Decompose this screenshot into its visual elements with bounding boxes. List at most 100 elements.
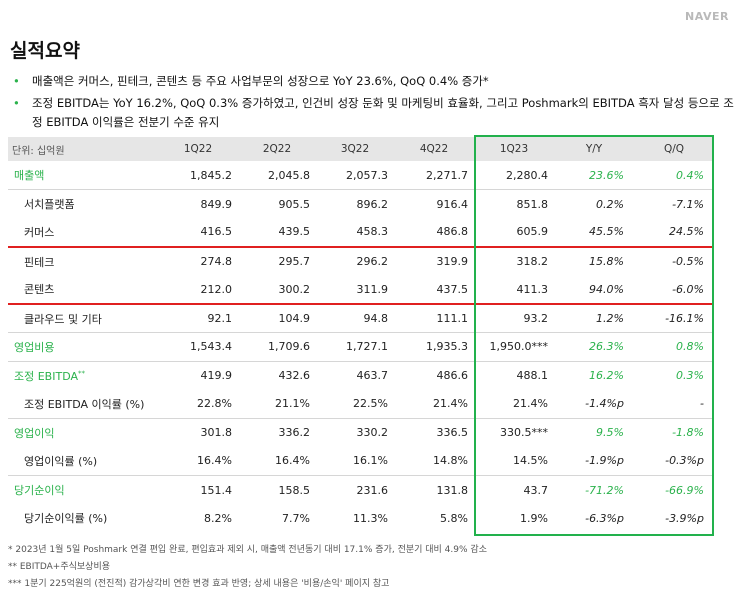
bullet-text: 매출액은 커머스, 핀테크, 콘텐츠 등 주요 사업부문의 성장으로 YoY 2… — [32, 74, 489, 88]
value-cell: 274.8 — [200, 255, 233, 269]
bullet-dot-icon: • — [13, 74, 20, 88]
value-cell: 43.7 — [523, 483, 549, 497]
value-cell: 2,057.3 — [316, 161, 394, 191]
table-row: 조정 EBITDA 이익률 (%) 22.8% 21.1% 22.5% 21.4% 21.… — [8, 389, 714, 419]
table-header-row: 단위: 십억원 1Q22 2Q22 3Q22 4Q22 1Q23 Y/Y Q/Q — [8, 137, 714, 161]
yoy-cell: 16.2% — [589, 369, 624, 383]
value-cell: 849.9 — [200, 197, 233, 211]
value-cell: 301.8 — [200, 426, 233, 440]
value-cell: 905.5 — [278, 197, 311, 211]
unit-label: 단위: 십억원 — [8, 137, 158, 161]
qoq-cell: -0.5% — [672, 255, 704, 269]
value-cell: 330.5*** — [500, 426, 548, 440]
value-cell: 851.8 — [516, 197, 549, 211]
qoq-cell: 24.5% — [634, 218, 714, 248]
value-cell: 605.9 — [474, 218, 554, 248]
value-cell: 1,935.3 — [394, 332, 474, 362]
footnote-marker: ** — [78, 369, 85, 378]
yoy-cell: 1.2% — [554, 303, 634, 334]
value-cell: 93.2 — [474, 303, 554, 334]
value-cell: 158.5 — [278, 483, 311, 497]
table-row: 당기순이익 151.4 158.5 231.6 131.8 43.7 -71.2% -66.9… — [8, 476, 714, 505]
value-cell: 1,727.1 — [316, 332, 394, 362]
yoy-cell: -1.9%p — [554, 446, 634, 477]
yoy-cell: 26.3% — [554, 332, 634, 362]
table-row: 조정 EBITDA** 419.9 432.6 463.7 486.6 488.1 16.2… — [8, 361, 714, 390]
table-row: 커머스 416.5 439.5 458.3 486.8 605.9 45.5% 24.5% — [8, 218, 714, 248]
qoq-cell: -0.3%p — [634, 446, 714, 477]
results-table-wrapper: 단위: 십억원 1Q22 2Q22 3Q22 4Q22 1Q23 Y/Y Q/Q… — [8, 137, 714, 533]
value-cell: 22.5% — [316, 389, 394, 419]
row-label: 영업이익 — [14, 426, 55, 440]
row-label: 핀테크 — [24, 255, 55, 269]
footnote: * 2023년 1월 5일 Poshmark 연결 편입 완료, 편입효과 제외… — [8, 545, 487, 555]
table-row: 매출액 1,845.2 2,045.8 2,057.3 2,271.7 2,280.4 23… — [8, 161, 714, 191]
value-cell: 896.2 — [356, 197, 389, 211]
yoy-cell: -71.2% — [585, 483, 624, 497]
yoy-cell: 94.0% — [554, 275, 634, 305]
value-cell: 22.8% — [158, 389, 238, 419]
qoq-cell: -16.1% — [634, 303, 714, 334]
bullet-item: • 매출액은 커머스, 핀테크, 콘텐츠 등 주요 사업부문의 성장으로 YoY… — [10, 72, 735, 91]
value-cell: 151.4 — [200, 483, 233, 497]
value-cell: 21.1% — [238, 389, 316, 419]
bullet-dot-icon: • — [13, 96, 20, 110]
value-cell: 21.4% — [394, 389, 474, 419]
row-label: 조정 EBITDA** — [14, 369, 85, 383]
value-cell: 14.8% — [394, 446, 474, 477]
value-cell: 437.5 — [394, 275, 474, 305]
yoy-cell: 0.2% — [596, 197, 624, 211]
table-row: 콘텐츠 212.0 300.2 311.9 437.5 411.3 94.0% -6.0% — [8, 275, 714, 305]
qoq-cell: -7.1% — [672, 197, 704, 211]
table-row: 영업이익률 (%) 16.4% 16.4% 16.1% 14.8% 14.5% -1.9%p… — [8, 446, 714, 477]
value-cell: 318.2 — [516, 255, 549, 269]
value-cell: 16.1% — [316, 446, 394, 477]
value-cell: 5.8% — [440, 511, 468, 525]
row-label: 당기순이익 — [14, 484, 65, 498]
value-cell: 8.2% — [204, 511, 232, 525]
value-cell: 486.6 — [436, 369, 469, 383]
value-cell: 330.2 — [356, 426, 389, 440]
row-label: 영업이익률 (%) — [8, 446, 158, 477]
yoy-cell: -6.3%p — [585, 511, 624, 525]
table-row: 영업이익 301.8 336.2 330.2 336.5 330.5*** 9.5% -1.8… — [8, 418, 714, 447]
value-cell: 16.4% — [238, 446, 316, 477]
value-cell: 2,045.8 — [238, 161, 316, 191]
results-table: 단위: 십억원 1Q22 2Q22 3Q22 4Q22 1Q23 Y/Y Q/Q… — [8, 137, 714, 533]
bullet-item: • 조정 EBITDA는 YoY 16.2%, QoQ 0.3% 증가하였고, … — [10, 94, 735, 132]
row-label: 커머스 — [8, 218, 158, 248]
yoy-cell: 45.5% — [554, 218, 634, 248]
column-header: Q/Q — [634, 137, 714, 161]
qoq-cell: -3.9%p — [665, 511, 704, 525]
footnote: ** EBITDA+주식보상비용 — [8, 562, 111, 572]
row-label: 클라우드 및 기타 — [8, 303, 158, 334]
value-cell: 7.7% — [282, 511, 310, 525]
value-cell: 21.4% — [474, 389, 554, 419]
naver-logo: NAVER — [685, 10, 729, 23]
yoy-cell: -1.4%p — [554, 389, 634, 419]
table-row: 서치플랫폼 849.9 905.5 896.2 916.4 851.8 0.2% -7.1% — [8, 190, 714, 219]
value-cell: 319.9 — [436, 255, 469, 269]
value-cell: 94.8 — [316, 303, 394, 334]
value-cell: 11.3% — [353, 511, 388, 525]
row-label: 콘텐츠 — [8, 275, 158, 305]
row-label: 서치플랫폼 — [24, 198, 75, 212]
yoy-cell: 9.5% — [596, 426, 624, 440]
summary-bullets: • 매출액은 커머스, 핀테크, 콘텐츠 등 주요 사업부문의 성장으로 YoY… — [10, 72, 735, 132]
value-cell: 2,271.7 — [394, 161, 474, 191]
value-cell: 212.0 — [158, 275, 238, 305]
value-cell: 104.9 — [238, 303, 316, 334]
value-cell: 336.2 — [278, 426, 311, 440]
value-cell: 419.9 — [200, 369, 233, 383]
value-cell: 463.7 — [356, 369, 389, 383]
qoq-cell: 0.4% — [634, 161, 714, 191]
value-cell: 916.4 — [436, 197, 469, 211]
row-label: 당기순이익률 (%) — [24, 512, 108, 526]
column-header: 1Q23 — [474, 137, 554, 161]
page-title: 실적요약 — [10, 40, 80, 62]
table-row: 핀테크 274.8 295.7 296.2 319.9 318.2 15.8% -0.5% — [8, 247, 714, 276]
qoq-cell: - — [634, 389, 714, 419]
row-label: 조정 EBITDA 이익률 (%) — [8, 389, 158, 419]
value-cell: 1,845.2 — [158, 161, 238, 191]
value-cell: 2,280.4 — [474, 161, 554, 191]
